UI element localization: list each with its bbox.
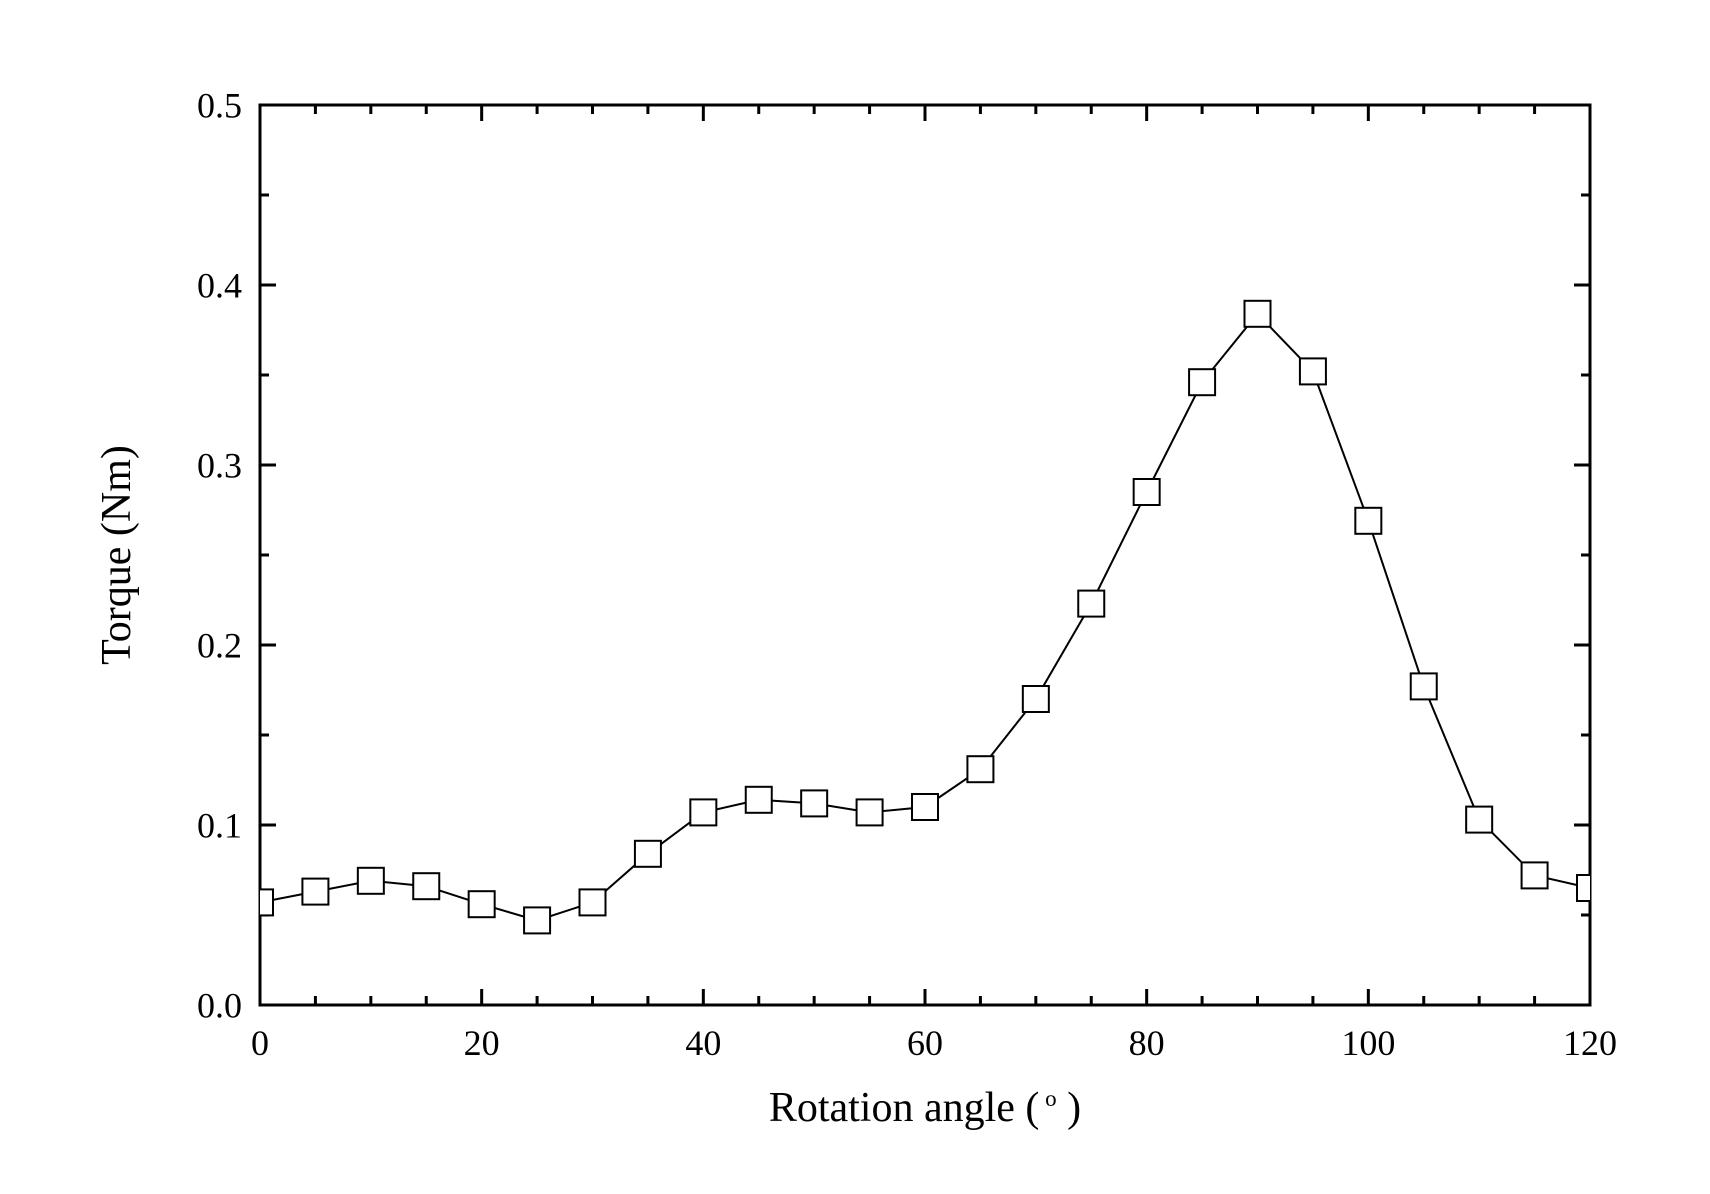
y-tick-label: 0.2 — [197, 626, 242, 666]
data-marker — [413, 873, 439, 899]
data-marker — [524, 907, 550, 933]
data-marker — [1134, 479, 1160, 505]
y-tick-label: 0.0 — [197, 986, 242, 1026]
data-marker — [1411, 673, 1437, 699]
data-marker — [1355, 508, 1381, 534]
chart-container: 0 20 40 60 80 100 120 0.0 0.1 0.2 0.3 0.4 0.5 Rotatio… — [0, 0, 1710, 1194]
data-marker — [635, 841, 661, 867]
data-marker — [580, 889, 606, 915]
x-tick-label: 20 — [464, 1023, 500, 1063]
data-marker — [912, 794, 938, 820]
data-marker — [1300, 358, 1326, 384]
x-axis-label: Rotation angle ( o ) — [769, 1085, 1081, 1131]
data-marker — [746, 787, 772, 813]
data-marker — [1466, 807, 1492, 833]
data-marker — [469, 891, 495, 917]
x-tick-label: 0 — [251, 1023, 269, 1063]
data-marker — [1078, 591, 1104, 617]
data-marker — [857, 799, 883, 825]
y-tick-label: 0.3 — [197, 446, 242, 486]
y-tick-label: 0.1 — [197, 806, 242, 846]
y-axis-label: Torque (Nm) — [94, 445, 140, 665]
x-tick-label: 80 — [1129, 1023, 1165, 1063]
x-tick-label: 100 — [1341, 1023, 1395, 1063]
data-marker — [1189, 369, 1215, 395]
data-marker — [302, 879, 328, 905]
data-marker — [801, 790, 827, 816]
data-marker — [967, 756, 993, 782]
y-tick-label: 0.4 — [197, 266, 242, 306]
data-marker — [358, 868, 384, 894]
x-tick-label: 40 — [685, 1023, 721, 1063]
x-tick-label: 60 — [907, 1023, 943, 1063]
data-marker — [690, 799, 716, 825]
data-marker — [1023, 686, 1049, 712]
torque-rotation-chart: 0 20 40 60 80 100 120 0.0 0.1 0.2 0.3 0.4 0.5 Rotatio… — [0, 0, 1710, 1194]
data-marker — [1522, 862, 1548, 888]
y-tick-label: 0.5 — [197, 86, 242, 126]
x-tick-label: 120 — [1563, 1023, 1617, 1063]
chart-background — [0, 0, 1710, 1194]
data-marker — [1245, 301, 1271, 327]
